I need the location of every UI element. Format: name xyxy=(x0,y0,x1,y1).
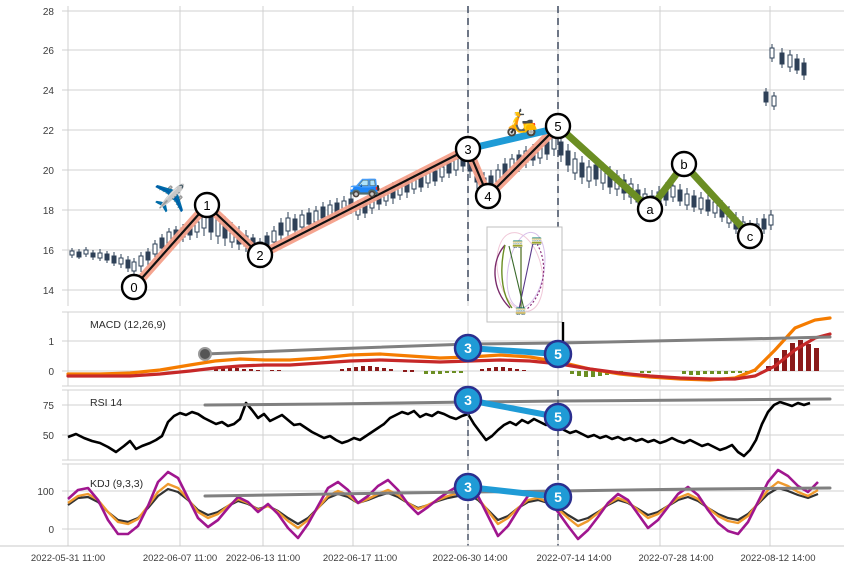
macd-plot-area xyxy=(66,316,832,382)
macd-tick-0: 0 xyxy=(48,367,54,378)
rsi-tick-50: 50 xyxy=(43,431,55,442)
macd-divergence-line xyxy=(465,345,561,357)
rsi-badge-3[interactable]: 3 xyxy=(453,385,483,415)
wave-label-5-text: 5 xyxy=(554,119,561,134)
macd-badge-3-text: 3 xyxy=(464,340,472,356)
y-tick-16: 16 xyxy=(43,246,55,257)
wave-label-4[interactable]: 4 xyxy=(474,182,502,210)
y-tick-20: 20 xyxy=(43,166,55,177)
kdj-badge-3[interactable]: 3 xyxy=(453,472,483,502)
macd-trend-line xyxy=(203,335,832,356)
x-tick-4: 2022-06-30 14:00 xyxy=(432,553,507,564)
macd-badge-3[interactable]: 3 xyxy=(453,333,483,363)
x-tick-6: 2022-07-28 14:00 xyxy=(638,553,713,564)
kdj-j-line xyxy=(67,468,819,541)
rsi-gridlines xyxy=(62,389,844,461)
rsi-line xyxy=(67,400,811,458)
wave-label-1-text: 1 xyxy=(203,198,210,213)
kdj-tick-0: 0 xyxy=(48,525,54,536)
rsi-plot-area xyxy=(67,397,832,458)
car-icon: 🚙 xyxy=(349,168,381,199)
wave-label-c-text: c xyxy=(747,229,754,244)
rsi-badge-5[interactable]: 5 xyxy=(543,402,573,432)
rsi-tick-75: 75 xyxy=(43,401,55,412)
price-panel: 28 26 24 22 20 18 16 14 xyxy=(43,6,844,323)
price-y-axis-labels: 28 26 24 22 20 18 16 14 xyxy=(43,7,55,297)
rsi-panel-title: RSI 14 xyxy=(90,397,122,409)
kdj-divergence: 3 5 xyxy=(453,472,573,512)
wave-label-1[interactable]: 1 xyxy=(193,191,221,219)
kdj-divergence-line xyxy=(465,484,561,500)
macd-tick-1: 1 xyxy=(48,337,54,348)
wave-label-4-text: 4 xyxy=(484,189,491,204)
y-tick-26: 26 xyxy=(43,46,55,57)
wave-label-a-text: a xyxy=(646,202,654,217)
price-divergence-line xyxy=(464,124,562,153)
rsi-divergence-line xyxy=(465,397,561,420)
y-tick-28: 28 xyxy=(43,7,55,18)
wave-label-2-text: 2 xyxy=(256,248,263,263)
impulse-wave-line xyxy=(133,125,559,288)
correction-wave-line xyxy=(554,122,754,240)
rsi-panel: 75 50 RSI 14 3 5 xyxy=(43,385,844,461)
macd-badge-5[interactable]: 5 xyxy=(543,339,573,369)
wave-label-3-text: 3 xyxy=(464,142,471,157)
airplane-icon: ✈️ xyxy=(154,182,186,213)
kdj-badge-5-text: 5 xyxy=(554,489,562,505)
macd-divergence: 3 5 xyxy=(453,333,573,369)
wave-label-0-text: 0 xyxy=(130,280,137,295)
wave-label-2[interactable]: 2 xyxy=(246,241,274,269)
x-axis: 2022-05-31 11:00 2022-06-07 11:00 2022-0… xyxy=(0,545,844,564)
macd-panel: 1 0 MACD (12,26,9) xyxy=(48,311,844,387)
inset-train-icon-top2: 🚃 xyxy=(531,235,542,245)
inset-analemma-figure[interactable]: 🚃 🚃 🚃 xyxy=(486,226,563,323)
kdj-badge-5[interactable]: 5 xyxy=(543,482,573,512)
kdj-tick-100: 100 xyxy=(37,487,54,498)
wave-label-c[interactable]: c xyxy=(736,222,764,250)
inset-train-icon-top: 🚃 xyxy=(512,238,523,248)
price-plot-area: ✈️ 🚙 🛵 xyxy=(69,6,807,306)
scooter-icon: 🛵 xyxy=(506,107,538,138)
inset-train-icon-bottom: 🚃 xyxy=(515,305,526,315)
wave-label-0[interactable]: 0 xyxy=(120,273,148,301)
x-tick-3: 2022-06-17 11:00 xyxy=(323,553,397,564)
rsi-badge-5-text: 5 xyxy=(554,409,562,425)
rsi-trend-line xyxy=(203,397,832,407)
kdj-panel: 100 0 KDJ (9,3,3) 3 xyxy=(37,463,844,547)
y-tick-14: 14 xyxy=(43,286,55,297)
wave-label-3[interactable]: 3 xyxy=(454,135,482,163)
kdj-panel-title: KDJ (9,3,3) xyxy=(90,478,143,490)
x-tick-5: 2022-07-14 14:00 xyxy=(536,553,611,564)
rsi-divergence: 3 5 xyxy=(453,385,573,432)
rsi-badge-3-text: 3 xyxy=(464,392,472,408)
wave-label-5[interactable]: 5 xyxy=(544,112,572,140)
kdj-badge-3-text: 3 xyxy=(464,479,472,495)
y-tick-24: 24 xyxy=(43,86,55,97)
wave-label-b-text: b xyxy=(680,157,687,172)
macd-panel-title: MACD (12,26,9) xyxy=(90,319,166,331)
y-tick-18: 18 xyxy=(43,206,55,217)
y-tick-22: 22 xyxy=(43,126,55,137)
wave-labels: 0 1 2 3 4 xyxy=(120,112,764,301)
macd-badge-5-text: 5 xyxy=(554,346,562,362)
wave-label-a[interactable]: a xyxy=(636,195,664,223)
x-tick-2: 2022-06-13 11:00 xyxy=(226,553,300,564)
wave-label-b[interactable]: b xyxy=(670,150,698,178)
x-tick-0: 2022-05-31 11:00 xyxy=(31,553,105,564)
x-tick-7: 2022-08-12 14:00 xyxy=(740,553,815,564)
x-tick-1: 2022-06-07 11:00 xyxy=(143,553,217,564)
macd-pivot-dot xyxy=(198,347,212,361)
